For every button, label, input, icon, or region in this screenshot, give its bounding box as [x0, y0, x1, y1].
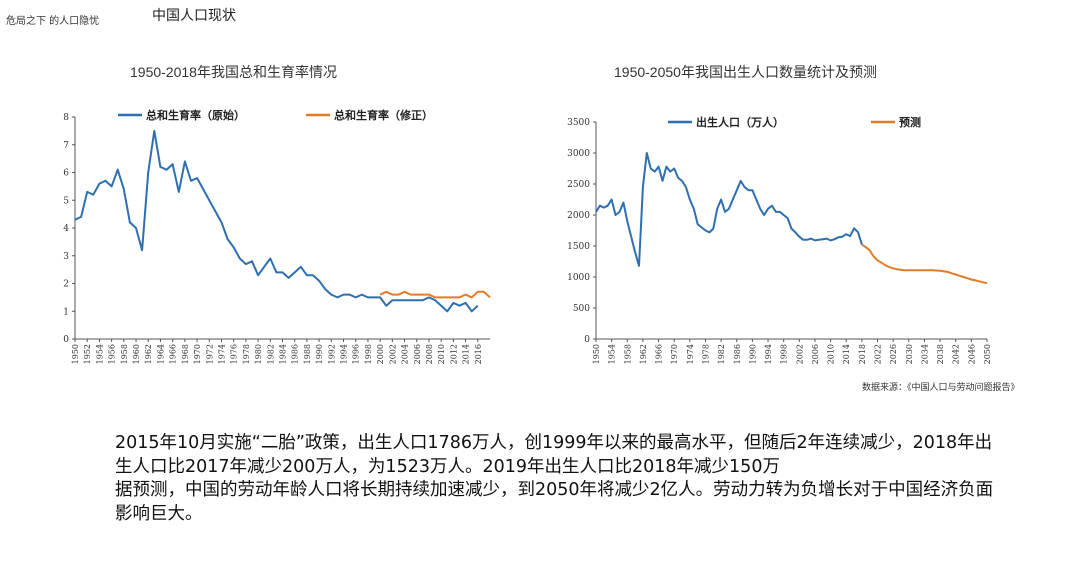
x-tick-label: 1994 [340, 344, 349, 364]
x-tick-label: 2000 [376, 344, 385, 364]
x-tick-label: 1954 [95, 344, 104, 364]
x-tick-label: 2030 [905, 344, 914, 364]
x-tick-label: 1958 [623, 344, 632, 364]
series-line-2 [379, 290, 491, 299]
x-tick-label: 2014 [842, 344, 851, 364]
x-tick-label: 1966 [655, 344, 664, 364]
x-tick-label: 1952 [83, 344, 92, 364]
births-chart-title: 1950-2050年我国出生人口数量统计及预测 [614, 64, 877, 80]
x-tick-label: 1956 [108, 344, 117, 364]
x-tick-label: 2038 [936, 344, 945, 364]
x-tick-label: 1990 [315, 344, 324, 364]
x-tick-label: 1950 [592, 344, 601, 364]
x-tick-label: 1974 [217, 344, 226, 364]
x-tick-label: 1986 [733, 344, 742, 364]
x-tick-label: 1998 [780, 344, 789, 364]
x-tick-label: 2002 [795, 344, 804, 364]
x-tick-label: 1996 [352, 344, 361, 364]
x-tick-label: 1972 [205, 344, 214, 364]
x-tick-label: 1982 [266, 344, 275, 364]
series-line-1 [74, 129, 479, 313]
x-tick-label: 2002 [388, 344, 397, 364]
x-tick-label: 1962 [144, 344, 153, 364]
y-tick-label: 2 [63, 280, 69, 290]
legend-label-1: 总和生育率（原始） [146, 108, 245, 122]
x-tick-label: 1980 [254, 344, 263, 364]
y-tick-label: 5 [63, 196, 69, 206]
x-tick-label: 2008 [425, 344, 434, 364]
x-tick-label: 1950 [71, 344, 80, 364]
x-tick-label: 1970 [670, 344, 679, 364]
y-tick-label: 6 [63, 169, 69, 179]
y-tick-label: 3000 [567, 149, 590, 159]
x-tick-label: 1982 [717, 344, 726, 364]
x-tick-label: 1994 [764, 344, 773, 364]
y-tick-label: 500 [573, 304, 590, 314]
x-tick-label: 1978 [701, 344, 710, 364]
x-tick-label: 1968 [181, 344, 190, 364]
x-tick-label: 2046 [967, 344, 976, 364]
x-tick-label: 2034 [920, 344, 929, 364]
x-tick-label: 2050 [983, 344, 992, 364]
x-tick-label: 2012 [449, 344, 458, 364]
fertility-chart-title: 1950-2018年我国总和生育率情况 [130, 64, 337, 80]
y-tick-label: 1000 [567, 273, 590, 283]
series-line-1 [595, 152, 863, 267]
x-tick-label: 1976 [230, 344, 239, 364]
x-tick-label: 2014 [462, 344, 471, 364]
births-chart: 0 500 1000 1500 2000 2500 3000 3500 1950 1954 1958… [567, 115, 992, 364]
x-tick-label: 1992 [327, 344, 336, 364]
x-tick-label: 2004 [401, 344, 410, 364]
x-tick-label: 1966 [169, 344, 178, 364]
x-tick-label: 1958 [120, 344, 129, 364]
y-tick-label: 1500 [567, 242, 590, 252]
x-tick-label: 1990 [748, 344, 757, 364]
y-tick-label: 3500 [567, 118, 590, 128]
x-tick-label: 2016 [474, 344, 483, 364]
legend-label-1: 出生人口（万人） [696, 115, 784, 129]
x-tick-label: 1978 [242, 344, 251, 364]
x-tick-label: 2042 [952, 344, 961, 364]
x-tick-label: 1962 [639, 344, 648, 364]
y-tick-label: 2000 [567, 211, 590, 221]
legend-label-2: 总和生育率（修正） [334, 108, 433, 122]
x-tick-label: 1998 [364, 344, 373, 364]
x-tick-label: 2010 [827, 344, 836, 364]
x-tick-label: 1984 [279, 344, 288, 364]
y-tick-label: 4 [63, 224, 69, 234]
x-tick-label: 1960 [132, 344, 141, 364]
body-paragraph-2: 据预测，中国的劳动年龄人口将长期持续加速减少，到2050年将减少2亿人。劳动力转… [115, 480, 994, 524]
x-tick-label: 2006 [811, 344, 820, 364]
legend-label-2: 预测 [899, 115, 921, 129]
x-tick-label: 2026 [889, 344, 898, 364]
x-tick-label: 1970 [193, 344, 202, 364]
y-tick-label: 0 [584, 335, 590, 345]
data-source-note: 数据来源：《中国人口与劳动问题报告》 [862, 383, 1020, 393]
header-subtitle: 危局之下 的人口隐忧 [6, 16, 100, 27]
y-tick-label: 2500 [567, 180, 590, 190]
y-tick-label: 1 [63, 307, 69, 317]
body-text: 2015年10月实施“二胎”政策，出生人口1786万人，创1999年以来的最高水… [115, 432, 995, 526]
x-tick-label: 2018 [858, 344, 867, 364]
y-tick-label: 0 [63, 335, 69, 345]
page-title: 中国人口现状 [152, 8, 236, 24]
y-tick-label: 3 [63, 252, 69, 262]
series-line-2 [861, 243, 988, 285]
x-tick-label: 1986 [291, 344, 300, 364]
x-tick-label: 1954 [608, 344, 617, 364]
x-tick-label: 2006 [413, 344, 422, 364]
x-tick-label: 1974 [686, 344, 695, 364]
x-tick-label: 1964 [156, 344, 165, 364]
x-tick-label: 2022 [874, 344, 883, 364]
y-tick-label: 7 [63, 141, 69, 151]
y-tick-label: 8 [63, 113, 69, 123]
body-paragraph-1: 2015年10月实施“二胎”政策，出生人口1786万人，创1999年以来的最高水… [115, 433, 993, 477]
x-tick-label: 1988 [303, 344, 312, 364]
x-tick-label: 2010 [437, 344, 446, 364]
